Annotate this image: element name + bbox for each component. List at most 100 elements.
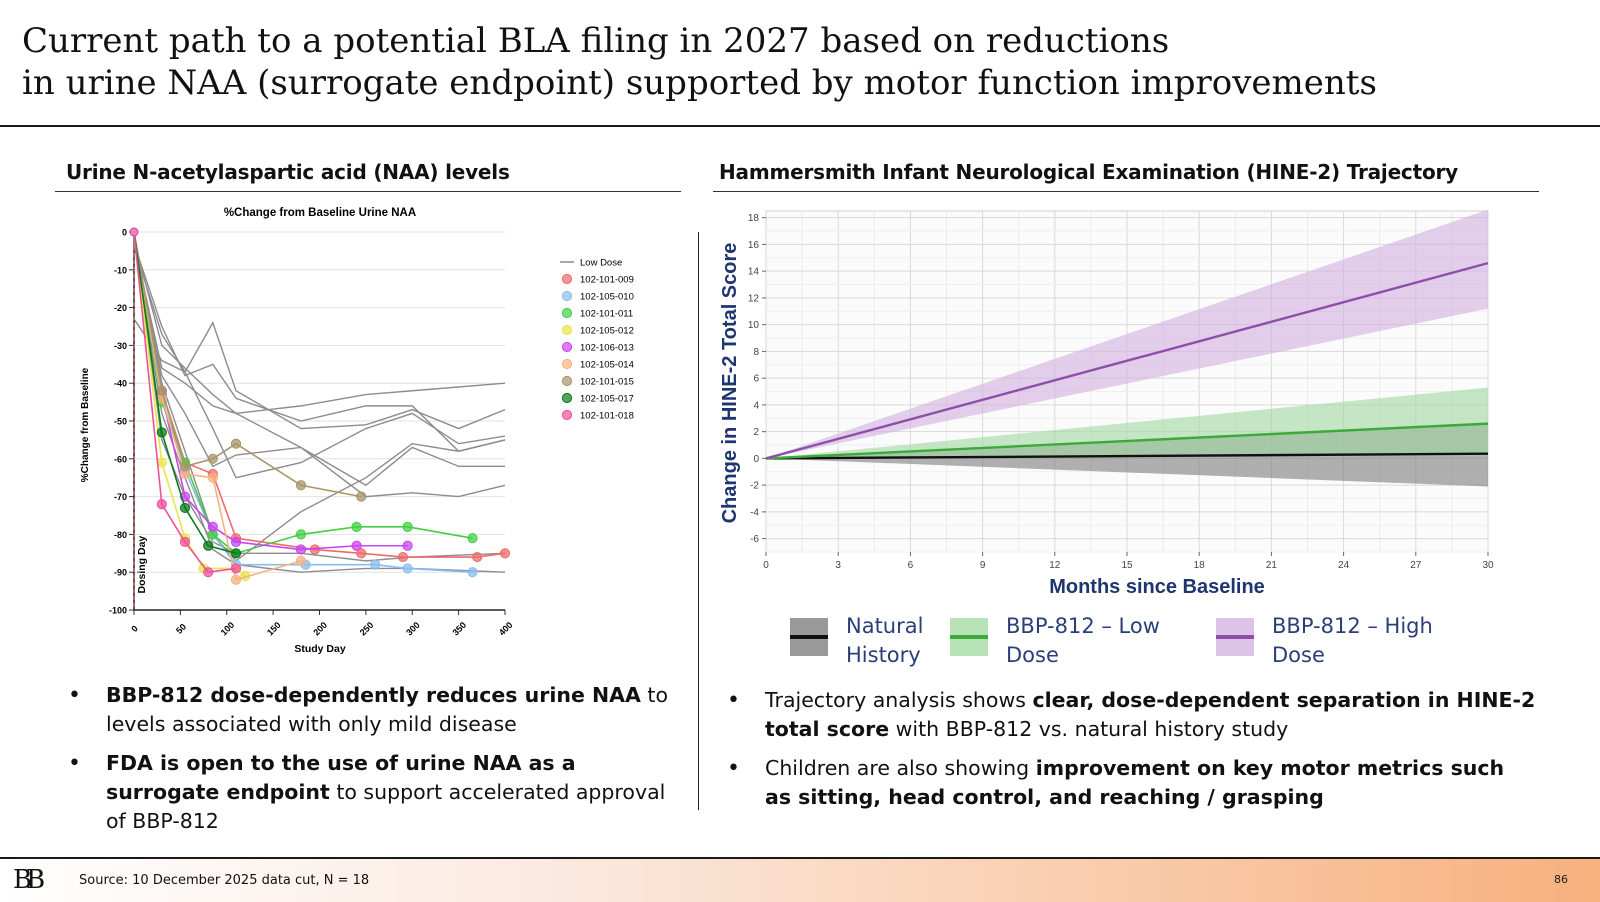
- low-dose-line: [133, 239, 506, 573]
- naa-data-point: [499, 548, 511, 559]
- hine-y-tick-label: 16: [748, 240, 760, 251]
- legend-natural-history: .legend2:nth-of-type(1) .swatch::after{}…: [790, 612, 970, 672]
- low-dose-label-line1: BBP-812 – Low: [1006, 614, 1160, 638]
- legend-marker: [561, 290, 573, 302]
- legend-label: 102-105-017: [580, 394, 634, 405]
- low-dose-swatch-line: [950, 635, 988, 639]
- low-dose-label-line2: Dose: [1006, 643, 1059, 667]
- naa-section-heading: Urine N-acetylaspartic acid (NAA) levels: [66, 160, 510, 184]
- naa-series-102-105-017: [133, 231, 242, 559]
- high-dose-label: BBP-812 – High Dose: [1272, 612, 1442, 670]
- naa-data-point: [156, 427, 167, 438]
- slide-title: Current path to a potential BLA filing i…: [22, 20, 1582, 104]
- naa-data-point: [402, 540, 413, 551]
- hine-y-tick-label: 12: [748, 293, 760, 304]
- footer: BB Source: 10 December 2025 data cut, N …: [0, 857, 1600, 902]
- naa-x-axis-label: Study Day: [294, 643, 346, 655]
- hine-y-tick-label: 10: [748, 320, 760, 331]
- naa-y-tick-label: -90: [114, 568, 127, 578]
- naa-data-point: [295, 480, 307, 491]
- naa-y-tick-label: -100: [109, 606, 127, 616]
- low-dose-line: [133, 243, 505, 487]
- hine-bullet-2: Children are also showing improvement on…: [727, 754, 1537, 812]
- naa-series-line: [133, 231, 302, 581]
- column-divider: [698, 232, 699, 810]
- high-dose-swatch: [1216, 618, 1254, 656]
- hine-section-heading: Hammersmith Infant Neurological Examinat…: [719, 160, 1458, 184]
- naa-x-tick-label: 350: [450, 620, 468, 638]
- naa-x-tick-label: 400: [497, 620, 515, 638]
- naa-data-point: [472, 551, 483, 563]
- legend-label: 102-105-012: [580, 326, 634, 337]
- legend-marker: [561, 392, 573, 404]
- naa-chart-title: %Change from Baseline Urine NAA: [224, 207, 416, 219]
- low-dose-line: [133, 239, 506, 562]
- hine-band-BBP-812 – High Dose: [766, 209, 1488, 459]
- hine-x-tick-label: 12: [1049, 560, 1061, 571]
- naa-data-point: [402, 563, 413, 574]
- hine-lines: [765, 261, 1489, 460]
- naa-x-tick-label: 150: [265, 620, 283, 638]
- hine-line-BBP-812 – Low Dose: [765, 422, 1489, 460]
- hine-y-axis-label: Change in HINE-2 Total Score: [719, 243, 741, 524]
- naa-low-dose-lines: [133, 235, 506, 573]
- page-number: 86: [1554, 873, 1568, 886]
- hine-y-tick-label: 0: [753, 454, 759, 465]
- hine-bullet-1: Trajectory analysis shows clear, dose-de…: [727, 686, 1537, 744]
- hine-x-tick-label: 24: [1338, 560, 1350, 571]
- naa-chart: %Change from Baseline Urine NAA 0 -10 -20 -…: [80, 207, 634, 655]
- naa-data-point: [356, 548, 367, 559]
- naa-data-point: [203, 540, 214, 551]
- naa-y-tick-label: -20: [114, 303, 127, 313]
- naa-data-point: [295, 529, 307, 540]
- legend-marker: [561, 358, 573, 370]
- naa-data-point: [179, 461, 191, 472]
- naa-data-point: [467, 567, 478, 578]
- hine-y-tick-label: 4: [753, 400, 759, 411]
- company-logo: BB: [13, 865, 45, 895]
- hine-x-tick-label: 0: [763, 560, 769, 571]
- naa-bullet-1: BBP-812 dose-dependently reduces urine N…: [68, 681, 668, 739]
- hine-y-tick-label: -4: [750, 507, 759, 518]
- naa-data-point: [467, 533, 478, 544]
- naa-series-line: [133, 231, 246, 577]
- legend-high-dose: BBP-812 – High Dose: [1216, 612, 1476, 672]
- low-dose-line: [133, 235, 506, 562]
- legend-label: 102-101-011: [580, 309, 633, 320]
- legend-marker: [561, 324, 573, 336]
- hine-y-tick-label: 14: [748, 267, 760, 278]
- high-dose-label-line2: Dose: [1272, 643, 1325, 667]
- hine-y-tick-label: 18: [748, 213, 760, 224]
- naa-y-tick-label: -30: [114, 341, 127, 351]
- naa-data-point: [230, 548, 242, 559]
- naa-series-102-105-014: [133, 231, 307, 585]
- naa-x-tick-label: 200: [311, 620, 329, 638]
- naa-y-tick-label: -70: [114, 492, 127, 502]
- naa-y-axis-label: %Change from Baseline: [80, 367, 91, 482]
- naa-data-point: [207, 521, 218, 532]
- legend-marker: [561, 375, 573, 387]
- naa-data-point: [156, 499, 167, 510]
- legend-label: 102-105-014: [580, 360, 634, 371]
- hine-x-tick-label: 18: [1194, 560, 1206, 571]
- natural-history-swatch: [790, 618, 828, 656]
- hine-x-tick-label: 9: [980, 560, 986, 571]
- naa-grid: [134, 231, 505, 573]
- hine-x-axis-label: Months since Baseline: [1049, 576, 1265, 598]
- legend-label: 102-101-009: [580, 275, 634, 286]
- naa-bullets: BBP-812 dose-dependently reduces urine N…: [68, 681, 668, 846]
- naa-y-tick-label: -10: [114, 265, 127, 275]
- title-line-2: in urine NAA (surrogate endpoint) suppor…: [22, 63, 1377, 103]
- hine-band-BBP-812 – Low Dose: [766, 387, 1488, 459]
- low-dose-line: [133, 243, 506, 453]
- hine-y-tick-label: 6: [753, 374, 759, 385]
- naa-data-point: [230, 563, 242, 574]
- naa-data-point: [351, 521, 362, 532]
- naa-data-point: [402, 521, 413, 532]
- naa-data-point: [207, 453, 218, 464]
- naa-data-point: [397, 551, 409, 563]
- legend-label: 102-106-013: [580, 343, 634, 354]
- legend-marker: [561, 341, 573, 353]
